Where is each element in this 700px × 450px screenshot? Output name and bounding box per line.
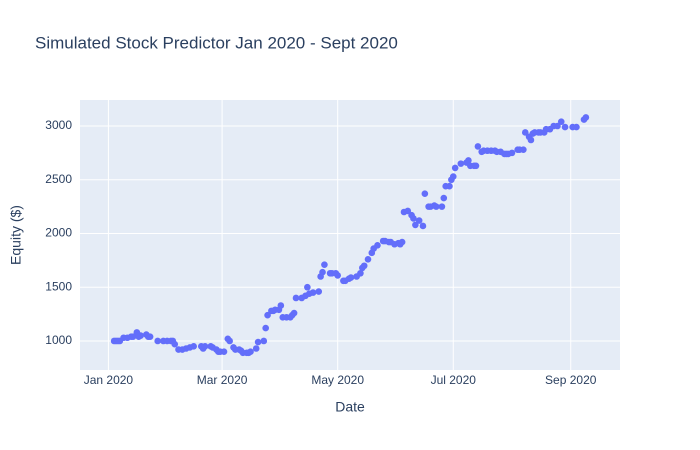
x-tick-label: Sep 2020: [545, 373, 597, 387]
data-point: [137, 332, 144, 339]
data-point: [262, 324, 269, 332]
x-tick-label: Jan 2020: [84, 373, 134, 387]
data-point: [154, 337, 161, 345]
y-tick-label: 2500: [45, 172, 72, 186]
data-point: [292, 294, 300, 302]
chart-title: Simulated Stock Predictor Jan 2020 - Sep…: [35, 33, 398, 52]
data-point: [449, 173, 457, 180]
data-point: [557, 118, 565, 126]
data-point: [410, 215, 417, 222]
data-point: [521, 129, 529, 136]
data-point: [520, 146, 527, 153]
data-point: [419, 222, 427, 230]
data-point: [334, 272, 341, 279]
data-point: [554, 122, 561, 130]
data-point: [321, 261, 328, 268]
data-point: [201, 343, 209, 350]
data-point: [220, 348, 228, 356]
data-point: [412, 221, 419, 229]
data-point: [309, 289, 317, 296]
data-point: [508, 149, 516, 157]
data-point: [264, 311, 271, 319]
data-point: [315, 288, 323, 295]
data-point: [451, 164, 459, 172]
x-tick-label: May 2020: [311, 373, 364, 387]
data-point: [190, 343, 197, 350]
data-point: [415, 217, 423, 224]
y-tick-label: 1500: [45, 279, 72, 293]
x-tick-label: Mar 2020: [197, 373, 248, 387]
data-point: [474, 143, 482, 150]
data-point: [319, 268, 326, 276]
data-point: [573, 123, 580, 131]
y-axis-title: Equity ($): [8, 205, 24, 265]
data-point: [171, 340, 179, 348]
data-point: [146, 333, 154, 340]
data-point: [472, 162, 480, 170]
data-point: [290, 309, 298, 317]
x-axis-title: Date: [335, 399, 365, 415]
y-tick-label: 1000: [45, 333, 72, 347]
data-point: [465, 157, 472, 164]
data-point: [360, 262, 368, 270]
data-point: [252, 345, 260, 352]
data-point: [357, 269, 364, 277]
y-tick-label: 3000: [45, 118, 72, 132]
data-point: [457, 160, 465, 167]
data-point: [226, 337, 233, 345]
data-point: [304, 283, 311, 291]
x-tick-label: Jul 2020: [431, 373, 477, 387]
data-point: [374, 242, 381, 249]
data-point: [247, 348, 254, 356]
data-point: [561, 123, 569, 131]
data-point: [364, 255, 372, 263]
data-point: [446, 182, 453, 190]
data-point: [527, 136, 535, 144]
data-point: [277, 302, 285, 309]
data-point: [421, 190, 429, 198]
data-point: [582, 114, 590, 121]
plot-area: [80, 100, 620, 370]
data-point: [254, 338, 262, 346]
y-tick-label: 2000: [45, 226, 72, 240]
data-point: [440, 194, 448, 202]
data-point: [129, 333, 137, 340]
data-point: [404, 207, 412, 215]
data-point: [438, 203, 446, 210]
data-point: [347, 274, 355, 281]
data-point: [398, 238, 406, 246]
data-point: [432, 203, 440, 210]
data-point: [260, 337, 268, 345]
